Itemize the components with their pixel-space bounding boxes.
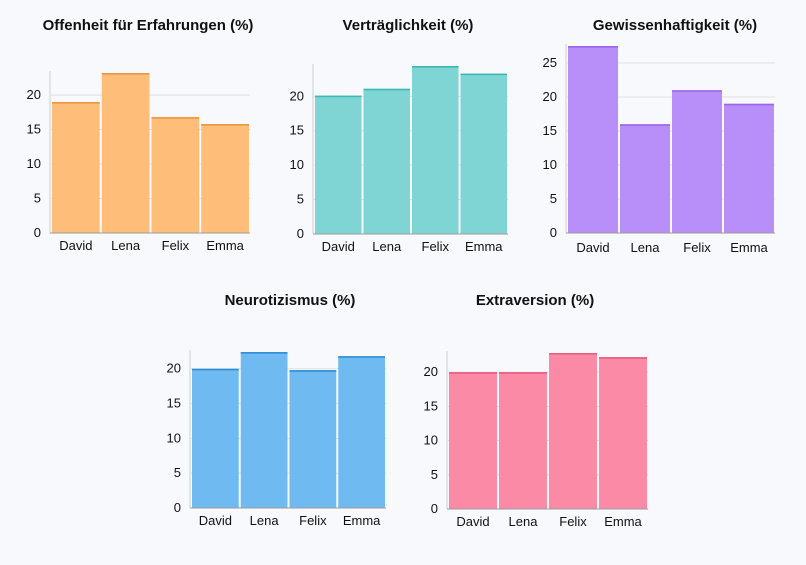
- x-tick-label: Emma: [343, 513, 381, 528]
- y-tick-label: 5: [34, 191, 41, 206]
- x-tick-label: Lena: [631, 240, 661, 255]
- x-tick-label: Felix: [559, 514, 587, 529]
- y-tick-label: 15: [27, 122, 41, 137]
- bar-emma: [460, 73, 507, 235]
- bar-david: [449, 372, 497, 509]
- bar-david: [192, 368, 239, 508]
- y-tick-label: 5: [431, 467, 438, 482]
- bar-felix: [672, 90, 722, 233]
- bar-lena: [240, 352, 288, 508]
- bar-emma: [599, 357, 647, 509]
- y-tick-label: 15: [543, 123, 557, 138]
- y-tick-label: 10: [290, 157, 304, 172]
- y-tick-label: 10: [167, 430, 181, 445]
- bar-lena: [620, 124, 670, 233]
- chart-panel: Gewissenhaftigkeit (%) 0 5 10 15 20 25 David Len…: [543, 17, 775, 255]
- y-tick-label: 20: [27, 87, 41, 102]
- x-tick-label: David: [322, 239, 355, 254]
- y-tick-label: 20: [167, 361, 181, 376]
- chart-title: Extraversion (%): [476, 292, 594, 309]
- y-tick-label: 25: [543, 55, 557, 70]
- x-tick-label: Felix: [299, 513, 327, 528]
- x-tick-label: David: [199, 513, 232, 528]
- y-tick-label: 10: [27, 156, 41, 171]
- chart-title: Offenheit für Erfahrungen (%): [43, 17, 254, 34]
- x-tick-label: David: [456, 514, 489, 529]
- bar-david: [315, 95, 362, 234]
- x-tick-label: Felix: [422, 239, 450, 254]
- y-tick-label: 10: [543, 157, 557, 172]
- bar-david: [52, 101, 100, 233]
- y-tick-label: 0: [550, 225, 557, 240]
- x-tick-label: Emma: [604, 514, 642, 529]
- y-tick-label: 15: [167, 396, 181, 411]
- x-tick-label: David: [576, 240, 609, 255]
- y-tick-label: 20: [290, 88, 304, 103]
- y-tick-label: 15: [424, 398, 438, 413]
- y-tick-label: 20: [424, 364, 438, 379]
- y-tick-label: 0: [431, 501, 438, 516]
- bar-lena: [363, 88, 410, 234]
- x-tick-label: Emma: [206, 238, 244, 253]
- bar-felix: [412, 66, 459, 234]
- x-tick-label: Lena: [111, 238, 141, 253]
- y-tick-label: 5: [174, 465, 181, 480]
- bar-lena: [499, 372, 547, 509]
- y-tick-label: 0: [34, 225, 41, 240]
- bar-emma: [338, 356, 385, 508]
- chart-title: Verträglichkeit (%): [343, 17, 474, 34]
- chart-panel: Neurotizismus (%) 0 5 10 15 20 David Lena Felix E…: [167, 292, 386, 528]
- bar-lena: [101, 73, 150, 233]
- x-tick-label: Felix: [683, 240, 711, 255]
- y-tick-label: 5: [550, 191, 557, 206]
- bar-felix: [151, 117, 200, 233]
- bar-emma: [724, 103, 774, 233]
- x-tick-label: Lena: [372, 239, 402, 254]
- y-tick-label: 0: [297, 226, 304, 241]
- x-tick-label: Emma: [465, 239, 503, 254]
- x-tick-label: Felix: [162, 238, 190, 253]
- y-tick-label: 20: [543, 89, 557, 104]
- bar-felix: [549, 353, 597, 509]
- x-tick-label: Lena: [509, 514, 539, 529]
- bar-david: [568, 46, 618, 233]
- bar-felix: [289, 370, 337, 508]
- x-tick-label: Emma: [730, 240, 768, 255]
- y-tick-label: 0: [174, 500, 181, 515]
- chart-panel: Extraversion (%) 0 5 10 15 20 David Lena Felix Em…: [424, 292, 648, 529]
- y-tick-label: 15: [290, 123, 304, 138]
- chart-panel: Verträglichkeit (%) 0 5 10 15 20 David Lena Feli…: [290, 17, 508, 254]
- y-tick-label: 5: [297, 192, 304, 207]
- chart-panel: Offenheit für Erfahrungen (%) 0 5 10 15 20 Dav…: [27, 17, 254, 253]
- x-tick-label: Lena: [250, 513, 280, 528]
- bar-emma: [201, 124, 249, 233]
- chart-title: Neurotizismus (%): [225, 292, 356, 309]
- y-tick-label: 10: [424, 433, 438, 448]
- x-tick-label: David: [59, 238, 92, 253]
- chart-title: Gewissenhaftigkeit (%): [593, 17, 757, 34]
